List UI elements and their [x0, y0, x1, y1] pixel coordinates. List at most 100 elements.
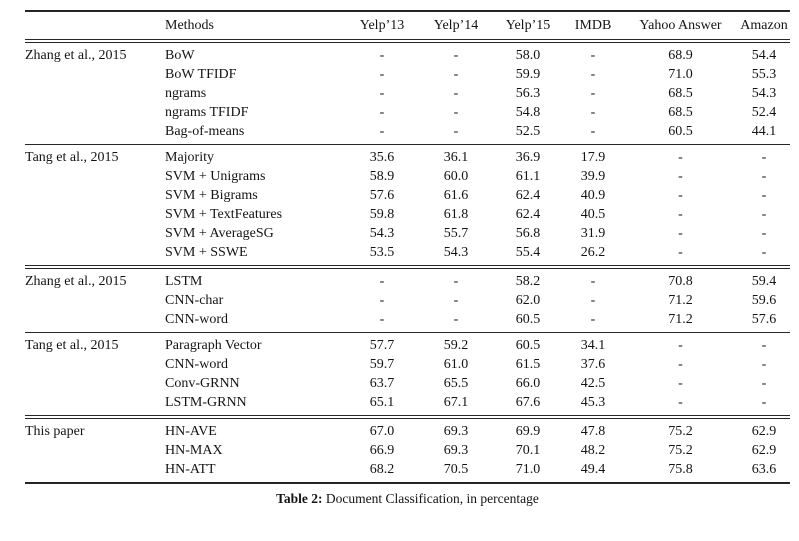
- value-cell: -: [761, 169, 767, 184]
- value-cell: -: [761, 226, 767, 241]
- value-cell: -: [678, 245, 683, 260]
- group-cell-empty: [25, 122, 165, 145]
- header-imdb: IMDB: [574, 18, 612, 33]
- value-cell: 65.1: [369, 395, 395, 410]
- group-label: This paper: [25, 424, 85, 439]
- method-cell: LSTM-GRNN: [165, 395, 247, 410]
- value-cell: -: [379, 67, 385, 82]
- value-cell: -: [379, 312, 385, 327]
- value-cell: 44.1: [751, 124, 777, 139]
- value-cell: 39.9: [580, 169, 606, 184]
- method-cell: CNN-word: [165, 312, 228, 327]
- value-cell: 59.6: [751, 293, 777, 308]
- value-cell: 67.1: [443, 395, 469, 410]
- table-row: Conv-GRNN 63.7 65.5 66.0 42.5 - -: [25, 374, 790, 393]
- value-cell: -: [761, 357, 767, 372]
- value-cell: -: [453, 48, 459, 63]
- value-cell: 62.0: [515, 293, 541, 308]
- value-cell: -: [590, 67, 596, 82]
- value-cell: 69.3: [443, 424, 469, 439]
- value-cell: -: [453, 312, 459, 327]
- table-row: CNN-word - - 60.5 - 71.2 57.6: [25, 310, 790, 333]
- value-cell: 62.4: [515, 207, 541, 222]
- value-cell: 45.3: [580, 395, 606, 410]
- value-cell: 59.7: [369, 357, 395, 372]
- value-cell: -: [761, 395, 767, 410]
- table-row: HN-MAX 66.9 69.3 70.1 48.2 75.2 62.9: [25, 441, 790, 460]
- value-cell-best: 75.8: [668, 462, 693, 477]
- value-cell: 52.4: [751, 105, 777, 120]
- value-cell: -: [678, 338, 683, 353]
- table-row: LSTM-GRNN 65.1 67.1 67.6 45.3 - -: [25, 393, 790, 417]
- method-cell: SVM + SSWE: [165, 245, 248, 260]
- value-cell: 59.4: [751, 274, 777, 289]
- header-amazon: Amazon: [740, 18, 788, 33]
- value-cell: 58.9: [369, 169, 395, 184]
- value-cell: 55.3: [751, 67, 777, 82]
- value-cell: 36.9: [515, 150, 541, 165]
- group-cell-empty: [25, 393, 165, 417]
- value-cell: 59.2: [443, 338, 469, 353]
- value-cell: -: [379, 105, 385, 120]
- value-cell: 71.2: [668, 312, 693, 327]
- group-section-zhang-2: Zhang et al., 2015 LSTM - - 58.2 - 70.8 …: [25, 267, 790, 333]
- value-cell: -: [590, 124, 596, 139]
- value-cell: -: [453, 274, 459, 289]
- value-cell: -: [379, 293, 385, 308]
- group-cell-empty: [25, 243, 165, 267]
- value-cell: 61.8: [443, 207, 469, 222]
- value-cell: 57.7: [369, 338, 395, 353]
- value-cell: -: [761, 150, 767, 165]
- value-cell: 65.5: [443, 376, 469, 391]
- method-cell: HN-MAX: [165, 443, 223, 458]
- group-label: Zhang et al., 2015: [25, 274, 127, 289]
- value-cell: 54.3: [369, 226, 395, 241]
- value-cell: 40.9: [580, 188, 606, 203]
- value-cell: 62.9: [751, 443, 777, 458]
- table-row: SVM + TextFeatures 59.8 61.8 62.4 40.5 -…: [25, 205, 790, 224]
- value-cell: -: [678, 395, 683, 410]
- value-cell: 62.4: [515, 188, 541, 203]
- group-section-tang-2: Tang et al., 2015 Paragraph Vector 57.7 …: [25, 332, 790, 418]
- header-yelp15: Yelp’15: [505, 18, 551, 33]
- method-cell: CNN-word: [165, 357, 228, 372]
- value-cell: 70.1: [515, 443, 541, 458]
- value-cell: 52.5: [515, 124, 541, 139]
- group-cell-empty: [25, 224, 165, 243]
- value-cell: 55.7: [443, 226, 469, 241]
- header-row: Methods Yelp’13 Yelp’14 Yelp’15 IMDB Yah…: [25, 11, 790, 41]
- group-label: Tang et al., 2015: [25, 338, 119, 353]
- method-cell: CNN-char: [165, 293, 224, 308]
- group-section-this-paper: This paper HN-AVE 67.0 69.3 69.9 47.8 75…: [25, 417, 790, 483]
- value-cell: 56.3: [515, 86, 541, 101]
- value-cell: -: [761, 245, 767, 260]
- value-cell: 48.2: [580, 443, 606, 458]
- value-cell: 54.4: [751, 48, 777, 63]
- method-cell: HN-ATT: [165, 462, 216, 477]
- value-cell: 56.8: [515, 226, 541, 241]
- value-cell: 60.5: [515, 338, 541, 353]
- value-cell: 35.6: [369, 150, 395, 165]
- value-cell: 31.9: [580, 226, 606, 241]
- value-cell: 54.3: [751, 86, 777, 101]
- method-cell: ngrams TFIDF: [165, 105, 249, 120]
- value-cell: 54.3: [443, 245, 469, 260]
- value-cell: 36.1: [443, 150, 469, 165]
- value-cell: -: [453, 105, 459, 120]
- value-cell: 58.0: [515, 48, 541, 63]
- group-label: Tang et al., 2015: [25, 150, 119, 165]
- value-cell: 40.5: [580, 207, 606, 222]
- table-row: Tang et al., 2015 Majority 35.6 36.1 36.…: [25, 145, 790, 168]
- value-cell-best: 68.2: [369, 462, 395, 477]
- group-cell-empty: [25, 291, 165, 310]
- method-cell: Majority: [165, 150, 214, 165]
- group-cell-empty: [25, 310, 165, 333]
- value-cell: 61.6: [443, 188, 469, 203]
- value-cell: 34.1: [580, 338, 606, 353]
- value-cell: -: [590, 105, 596, 120]
- value-cell: 53.5: [369, 245, 395, 260]
- value-cell: 55.4: [515, 245, 541, 260]
- value-cell: -: [379, 274, 385, 289]
- group-cell-empty: [25, 460, 165, 483]
